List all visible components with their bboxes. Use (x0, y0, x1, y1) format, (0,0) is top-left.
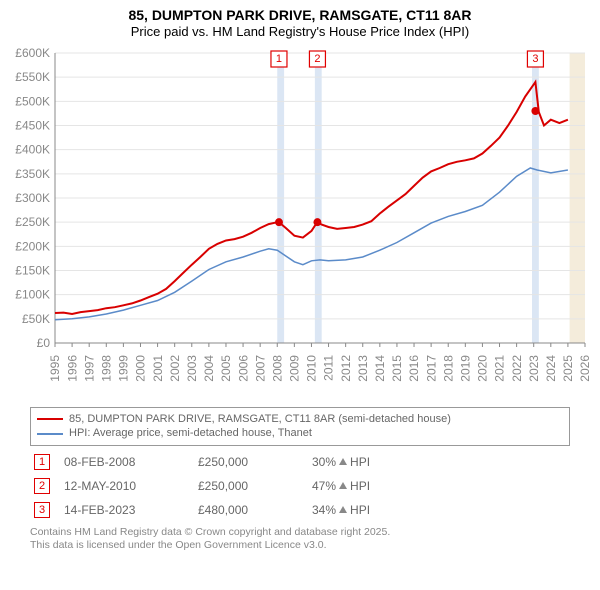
legend-swatch-hpi (37, 433, 63, 435)
x-tick-label: 2014 (373, 355, 387, 382)
legend: 85, DUMPTON PARK DRIVE, RAMSGATE, CT11 8… (30, 407, 570, 446)
sale-price: £250,000 (198, 455, 298, 469)
y-tick-label: £600K (15, 46, 50, 60)
x-tick-label: 2002 (168, 355, 182, 382)
chart-marker-label: 2 (314, 53, 320, 65)
y-tick-label: £450K (15, 119, 50, 133)
x-tick-label: 2019 (459, 355, 473, 382)
x-tick-label: 2016 (407, 355, 421, 382)
legend-swatch-price (37, 418, 63, 420)
title-line1: 85, DUMPTON PARK DRIVE, RAMSGATE, CT11 8… (0, 0, 600, 24)
x-tick-label: 2026 (578, 355, 592, 382)
arrow-up-icon (339, 482, 347, 489)
x-tick-label: 1997 (82, 355, 96, 382)
x-tick-label: 2007 (253, 355, 267, 382)
x-tick-label: 2020 (476, 355, 490, 382)
x-tick-label: 2018 (441, 355, 455, 382)
footer-line2: This data is licensed under the Open Gov… (30, 539, 570, 552)
sale-dot (313, 218, 321, 226)
x-tick-label: 2024 (544, 355, 558, 382)
y-tick-label: £200K (15, 240, 50, 254)
sale-marker: 1 (34, 454, 50, 470)
y-tick-label: £250K (15, 215, 50, 229)
x-tick-label: 2008 (270, 355, 284, 382)
y-tick-label: £300K (15, 191, 50, 205)
sale-row: 3 14-FEB-2023 £480,000 34% HPI (30, 498, 570, 522)
chart-marker-label: 3 (532, 53, 538, 65)
x-tick-label: 2001 (151, 355, 165, 382)
sale-row: 2 12-MAY-2010 £250,000 47% HPI (30, 474, 570, 498)
sale-hpi: 34% HPI (312, 503, 370, 517)
sale-hpi: 47% HPI (312, 479, 370, 493)
sale-marker: 2 (34, 478, 50, 494)
sale-date: 12-MAY-2010 (64, 479, 184, 493)
x-tick-label: 2006 (236, 355, 250, 382)
x-tick-label: 2012 (339, 355, 353, 382)
arrow-up-icon (339, 458, 347, 465)
x-tick-label: 2005 (219, 355, 233, 382)
x-tick-label: 2022 (510, 355, 524, 382)
legend-row-price: 85, DUMPTON PARK DRIVE, RAMSGATE, CT11 8… (37, 412, 563, 426)
y-tick-label: £100K (15, 288, 50, 302)
x-tick-label: 2021 (493, 355, 507, 382)
x-tick-label: 1996 (65, 355, 79, 382)
plot-area: £0 £50K £100K £150K £200K £250K £300K £350K £400… (0, 43, 600, 403)
x-tick-label: 2015 (390, 355, 404, 382)
sale-dot (531, 107, 539, 115)
x-tick-label: 1999 (117, 355, 131, 382)
x-tick-label: 2004 (202, 355, 216, 382)
chart-marker-label: 1 (276, 53, 282, 65)
legend-label-price: 85, DUMPTON PARK DRIVE, RAMSGATE, CT11 8… (69, 412, 451, 426)
y-tick-label: £550K (15, 70, 50, 84)
y-tick-label: £400K (15, 143, 50, 157)
x-tick-label: 2013 (356, 355, 370, 382)
sale-hpi: 30% HPI (312, 455, 370, 469)
x-tick-label: 2023 (527, 355, 541, 382)
sales-table: 1 08-FEB-2008 £250,000 30% HPI 2 12-MAY-2010 £… (30, 450, 570, 522)
footer-line1: Contains HM Land Registry data © Crown c… (30, 526, 570, 539)
x-tick-label: 2010 (305, 355, 319, 382)
series-hpi (55, 168, 568, 320)
y-tick-label: £350K (15, 167, 50, 181)
sale-price: £480,000 (198, 503, 298, 517)
legend-row-hpi: HPI: Average price, semi-detached house,… (37, 426, 563, 440)
x-tick-label: 2017 (424, 355, 438, 382)
x-tick-label: 2000 (134, 355, 148, 382)
sale-date: 14-FEB-2023 (64, 503, 184, 517)
y-tick-label: £500K (15, 95, 50, 109)
x-tick-label: 2003 (185, 355, 199, 382)
sale-price: £250,000 (198, 479, 298, 493)
title-line2: Price paid vs. HM Land Registry's House … (0, 24, 600, 39)
x-tick-label: 2011 (322, 355, 336, 381)
y-tick-label: £50K (22, 312, 50, 326)
y-tick-label: £150K (15, 264, 50, 278)
y-tick-label: £0 (37, 336, 51, 350)
sale-date: 08-FEB-2008 (64, 455, 184, 469)
x-tick-label: 2009 (288, 355, 302, 382)
sale-row: 1 08-FEB-2008 £250,000 30% HPI (30, 450, 570, 474)
sale-dot (275, 218, 283, 226)
x-tick-label: 2025 (561, 355, 575, 382)
arrow-up-icon (339, 506, 347, 513)
x-tick-label: 1998 (99, 355, 113, 382)
footer-note: Contains HM Land Registry data © Crown c… (30, 526, 570, 552)
x-tick-label: 1995 (48, 355, 62, 382)
legend-label-hpi: HPI: Average price, semi-detached house,… (69, 426, 312, 440)
sale-marker: 3 (34, 502, 50, 518)
